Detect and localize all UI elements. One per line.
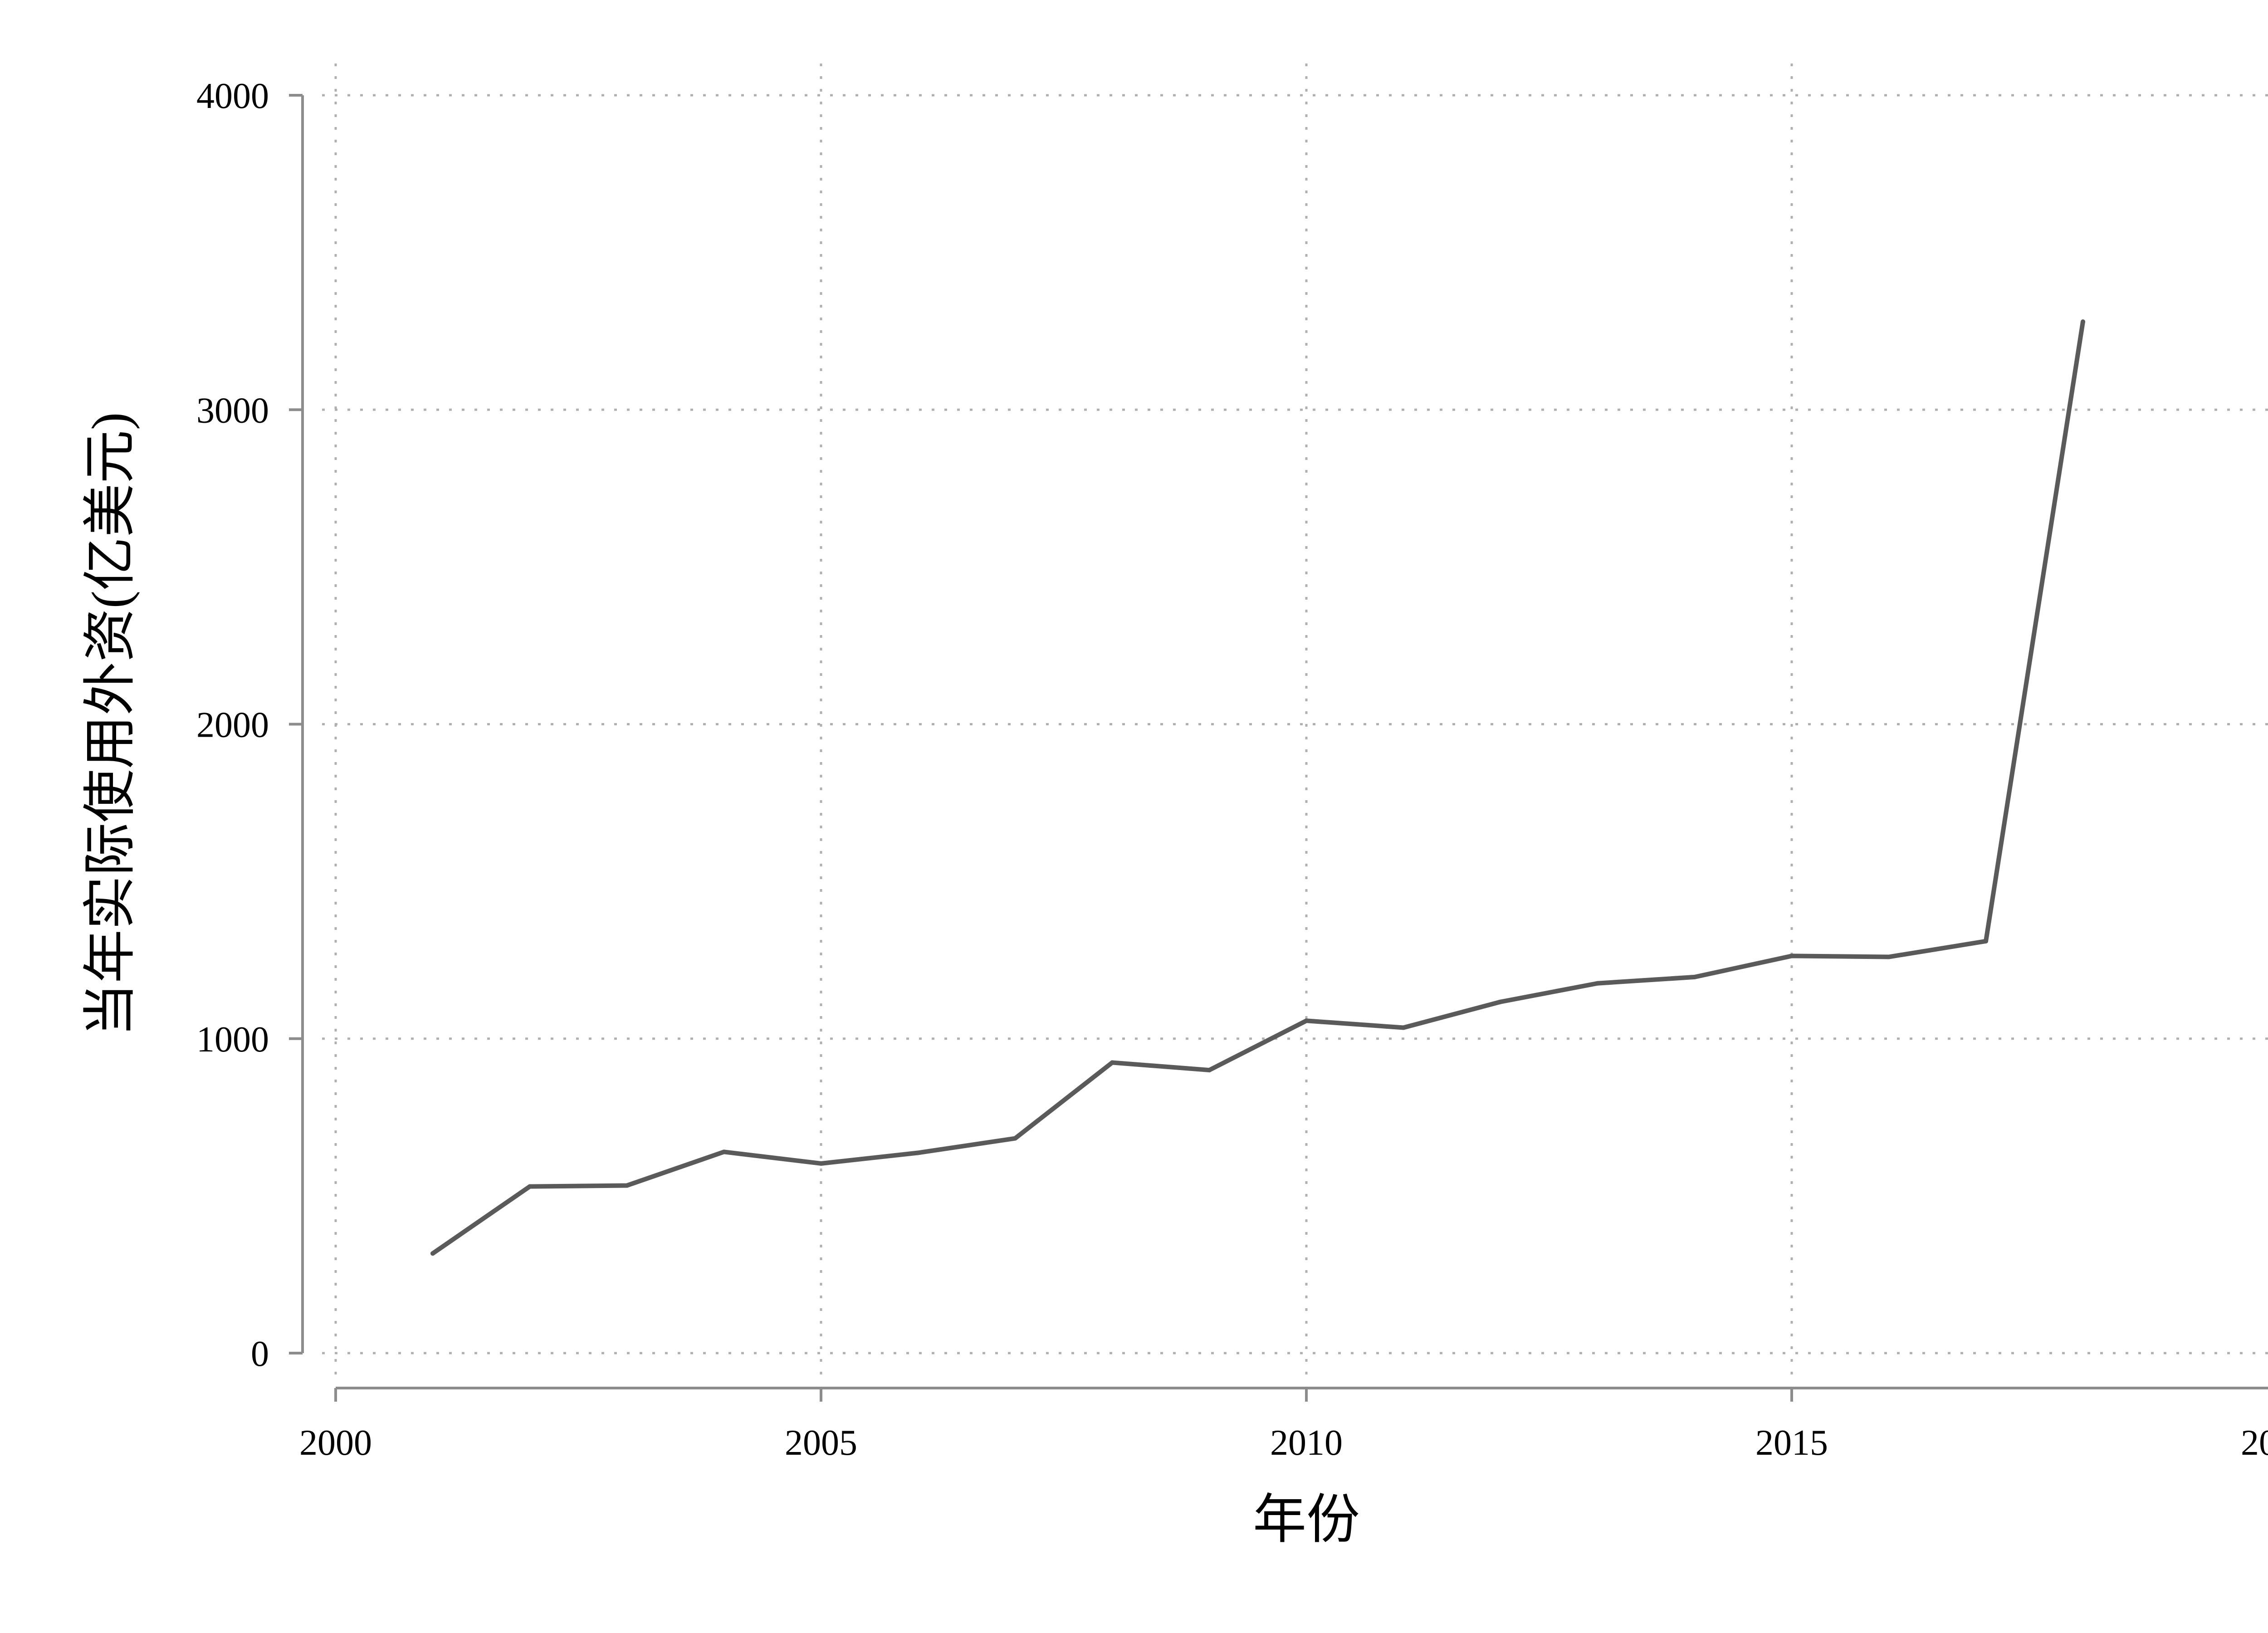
y-axis-title: 当年实际使用外资(亿美元) xyxy=(81,412,140,1037)
data-point xyxy=(528,1184,532,1189)
data-point xyxy=(1789,953,1794,958)
ticks: 0 1000 2000 3000 4000 2000 2005 2010 2015 2020 xyxy=(196,76,2268,1463)
data-point xyxy=(1984,939,1988,944)
data-point xyxy=(1595,981,1600,986)
x-tick-label: 2015 xyxy=(1755,1423,1828,1463)
data-point xyxy=(1207,1068,1212,1073)
series-line xyxy=(430,319,2085,1256)
grid-lines xyxy=(322,64,2268,1374)
x-tick-label: 2000 xyxy=(299,1423,372,1463)
data-point xyxy=(430,1251,435,1256)
y-tick-label: 1000 xyxy=(196,1020,269,1060)
data-point xyxy=(1887,954,1891,959)
data-point xyxy=(1304,1018,1309,1023)
data-point xyxy=(625,1183,629,1188)
x-tick-label: 2005 xyxy=(785,1423,857,1463)
data-point xyxy=(1013,1136,1017,1141)
data-point xyxy=(819,1161,823,1166)
y-tick-label: 4000 xyxy=(196,76,269,116)
data-point xyxy=(1498,999,1503,1004)
x-tick-label: 2020 xyxy=(2241,1423,2268,1463)
data-point xyxy=(2081,319,2085,324)
data-point xyxy=(1110,1060,1114,1065)
x-axis-title: 年份 xyxy=(1253,1490,1360,1550)
axes xyxy=(301,95,2268,1389)
data-point xyxy=(1692,974,1697,979)
data-point xyxy=(722,1149,726,1154)
y-tick-label: 3000 xyxy=(196,391,269,430)
data-point xyxy=(1401,1025,1406,1030)
data-point xyxy=(916,1150,920,1155)
series xyxy=(430,319,2085,1256)
y-tick-label: 2000 xyxy=(196,705,269,745)
y-tick-label: 0 xyxy=(251,1334,269,1374)
x-tick-label: 2010 xyxy=(1270,1423,1343,1463)
